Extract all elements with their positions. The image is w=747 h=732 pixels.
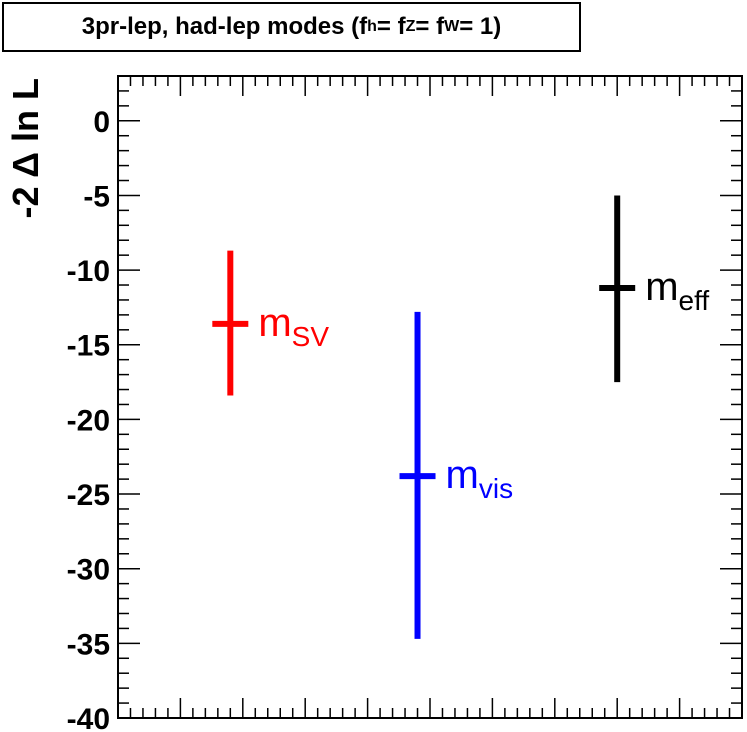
y-tick-label: -5 [83, 180, 110, 213]
point-label-main: m [645, 265, 678, 309]
y-tick-label: -25 [67, 479, 110, 512]
y-tick-label: -15 [67, 330, 110, 363]
title-sub-w: W [444, 18, 460, 35]
point-label: meff [645, 265, 709, 316]
title-eq2: = f [415, 13, 445, 40]
title-suffix: = 1) [459, 13, 502, 40]
point-label-sub: eff [679, 285, 710, 316]
point-label: mSV [258, 301, 329, 352]
point-label-sub: vis [479, 473, 513, 504]
title-eq1: = f [376, 13, 406, 40]
y-axis-label: -2 Δ ln L [5, 78, 46, 219]
y-tick-label: -10 [67, 255, 110, 288]
title-sub-z: Z [405, 18, 416, 35]
axes-layer: 0 -5 -10 -15 -20 -25 -30 -35 -40 -2 Δ ln L [5, 75, 743, 732]
y-tick-label: -35 [67, 628, 110, 661]
point-label-main: m [446, 453, 479, 497]
y-tick-label: -30 [67, 554, 110, 587]
point-label: mvis [446, 453, 514, 504]
title-sub-h: h [367, 18, 377, 35]
y-tick-label: -20 [67, 404, 110, 437]
y-tick-label: -40 [67, 703, 110, 732]
plot-frame [117, 75, 743, 719]
point-label-main: m [258, 301, 291, 345]
y-tick-label: 0 [93, 106, 110, 139]
point-label-sub: SV [292, 321, 330, 352]
title-prefix: 3pr-lep, had-lep modes (f [81, 13, 368, 40]
